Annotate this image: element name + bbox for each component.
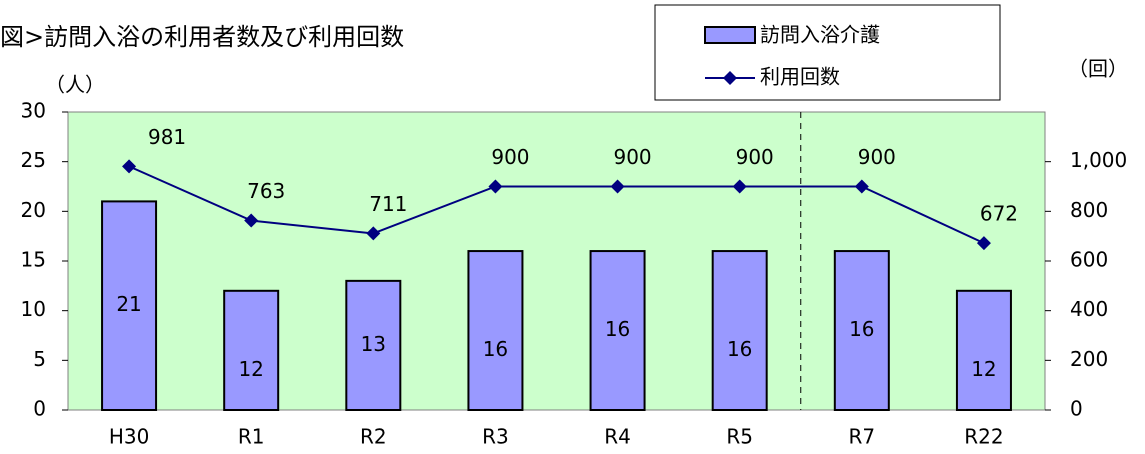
bar <box>589 250 646 411</box>
line-value-label: 981 <box>148 125 186 149</box>
y2-axis-label: （回） <box>1068 57 1128 81</box>
legend-label: 訪問入浴介護 <box>760 23 880 47</box>
y2-tick-label: 0 <box>1070 397 1083 421</box>
y-tick-label: 10 <box>21 297 46 321</box>
y2-tick-label: 200 <box>1070 347 1108 371</box>
line-marker <box>854 179 869 194</box>
legend-swatch <box>704 26 756 44</box>
bar-value-label: 21 <box>116 292 141 316</box>
y2-tick-label: 600 <box>1070 248 1108 272</box>
x-tick-label: R1 <box>238 425 265 449</box>
x-tick-label: R22 <box>964 425 1003 449</box>
y-tick-label: 15 <box>21 248 46 272</box>
y-tick-label: 30 <box>21 99 46 123</box>
bar-value-label: 13 <box>361 332 386 356</box>
chart-title: 図>訪問入浴の利用者数及び利用回数 <box>0 23 404 51</box>
bar <box>223 289 280 411</box>
y-tick-label: 20 <box>21 198 46 222</box>
bar-value-label: 12 <box>238 357 263 381</box>
bar <box>833 250 890 411</box>
x-tick-label: R2 <box>360 425 387 449</box>
bar-value-label: 16 <box>483 337 508 361</box>
bar <box>711 250 768 411</box>
line-marker <box>244 213 259 228</box>
line-marker <box>122 159 137 174</box>
line <box>128 165 985 245</box>
y-axis-label: （人） <box>45 73 105 97</box>
x-tick-label: H30 <box>109 425 150 449</box>
line-value-label: 672 <box>980 202 1018 226</box>
line-marker <box>732 179 747 194</box>
bar <box>345 279 402 411</box>
line-marker <box>366 226 381 241</box>
bar-value-label: 12 <box>971 357 996 381</box>
x-tick-label: R3 <box>482 425 509 449</box>
legend-label: 利用回数 <box>760 65 840 89</box>
bar <box>101 200 158 411</box>
line-value-label: 900 <box>613 145 651 169</box>
y2-tick-label: 1,000 <box>1070 148 1127 172</box>
line-value-label: 763 <box>247 179 285 203</box>
plot-area <box>67 111 1046 411</box>
y-tick-label: 25 <box>21 148 46 172</box>
bar-value-label: 16 <box>849 317 874 341</box>
y-tick-label: 0 <box>33 397 46 421</box>
bar <box>955 289 1012 411</box>
x-tick-label: R4 <box>604 425 631 449</box>
legend-marker <box>723 71 737 85</box>
bar-value-label: 16 <box>727 337 752 361</box>
y2-tick-label: 800 <box>1070 198 1108 222</box>
line-marker <box>976 236 991 251</box>
line-value-label: 900 <box>858 145 896 169</box>
y-tick-label: 5 <box>33 347 46 371</box>
legend-box <box>654 4 1001 101</box>
line-value-label: 900 <box>491 145 529 169</box>
bar-value-label: 16 <box>605 317 630 341</box>
bar <box>467 250 524 411</box>
x-tick-label: R7 <box>849 425 876 449</box>
line-marker <box>488 179 503 194</box>
line-value-label: 900 <box>736 145 774 169</box>
line-marker <box>610 179 625 194</box>
line-value-label: 711 <box>369 192 407 216</box>
x-tick-label: R5 <box>726 425 753 449</box>
y2-tick-label: 400 <box>1070 297 1108 321</box>
